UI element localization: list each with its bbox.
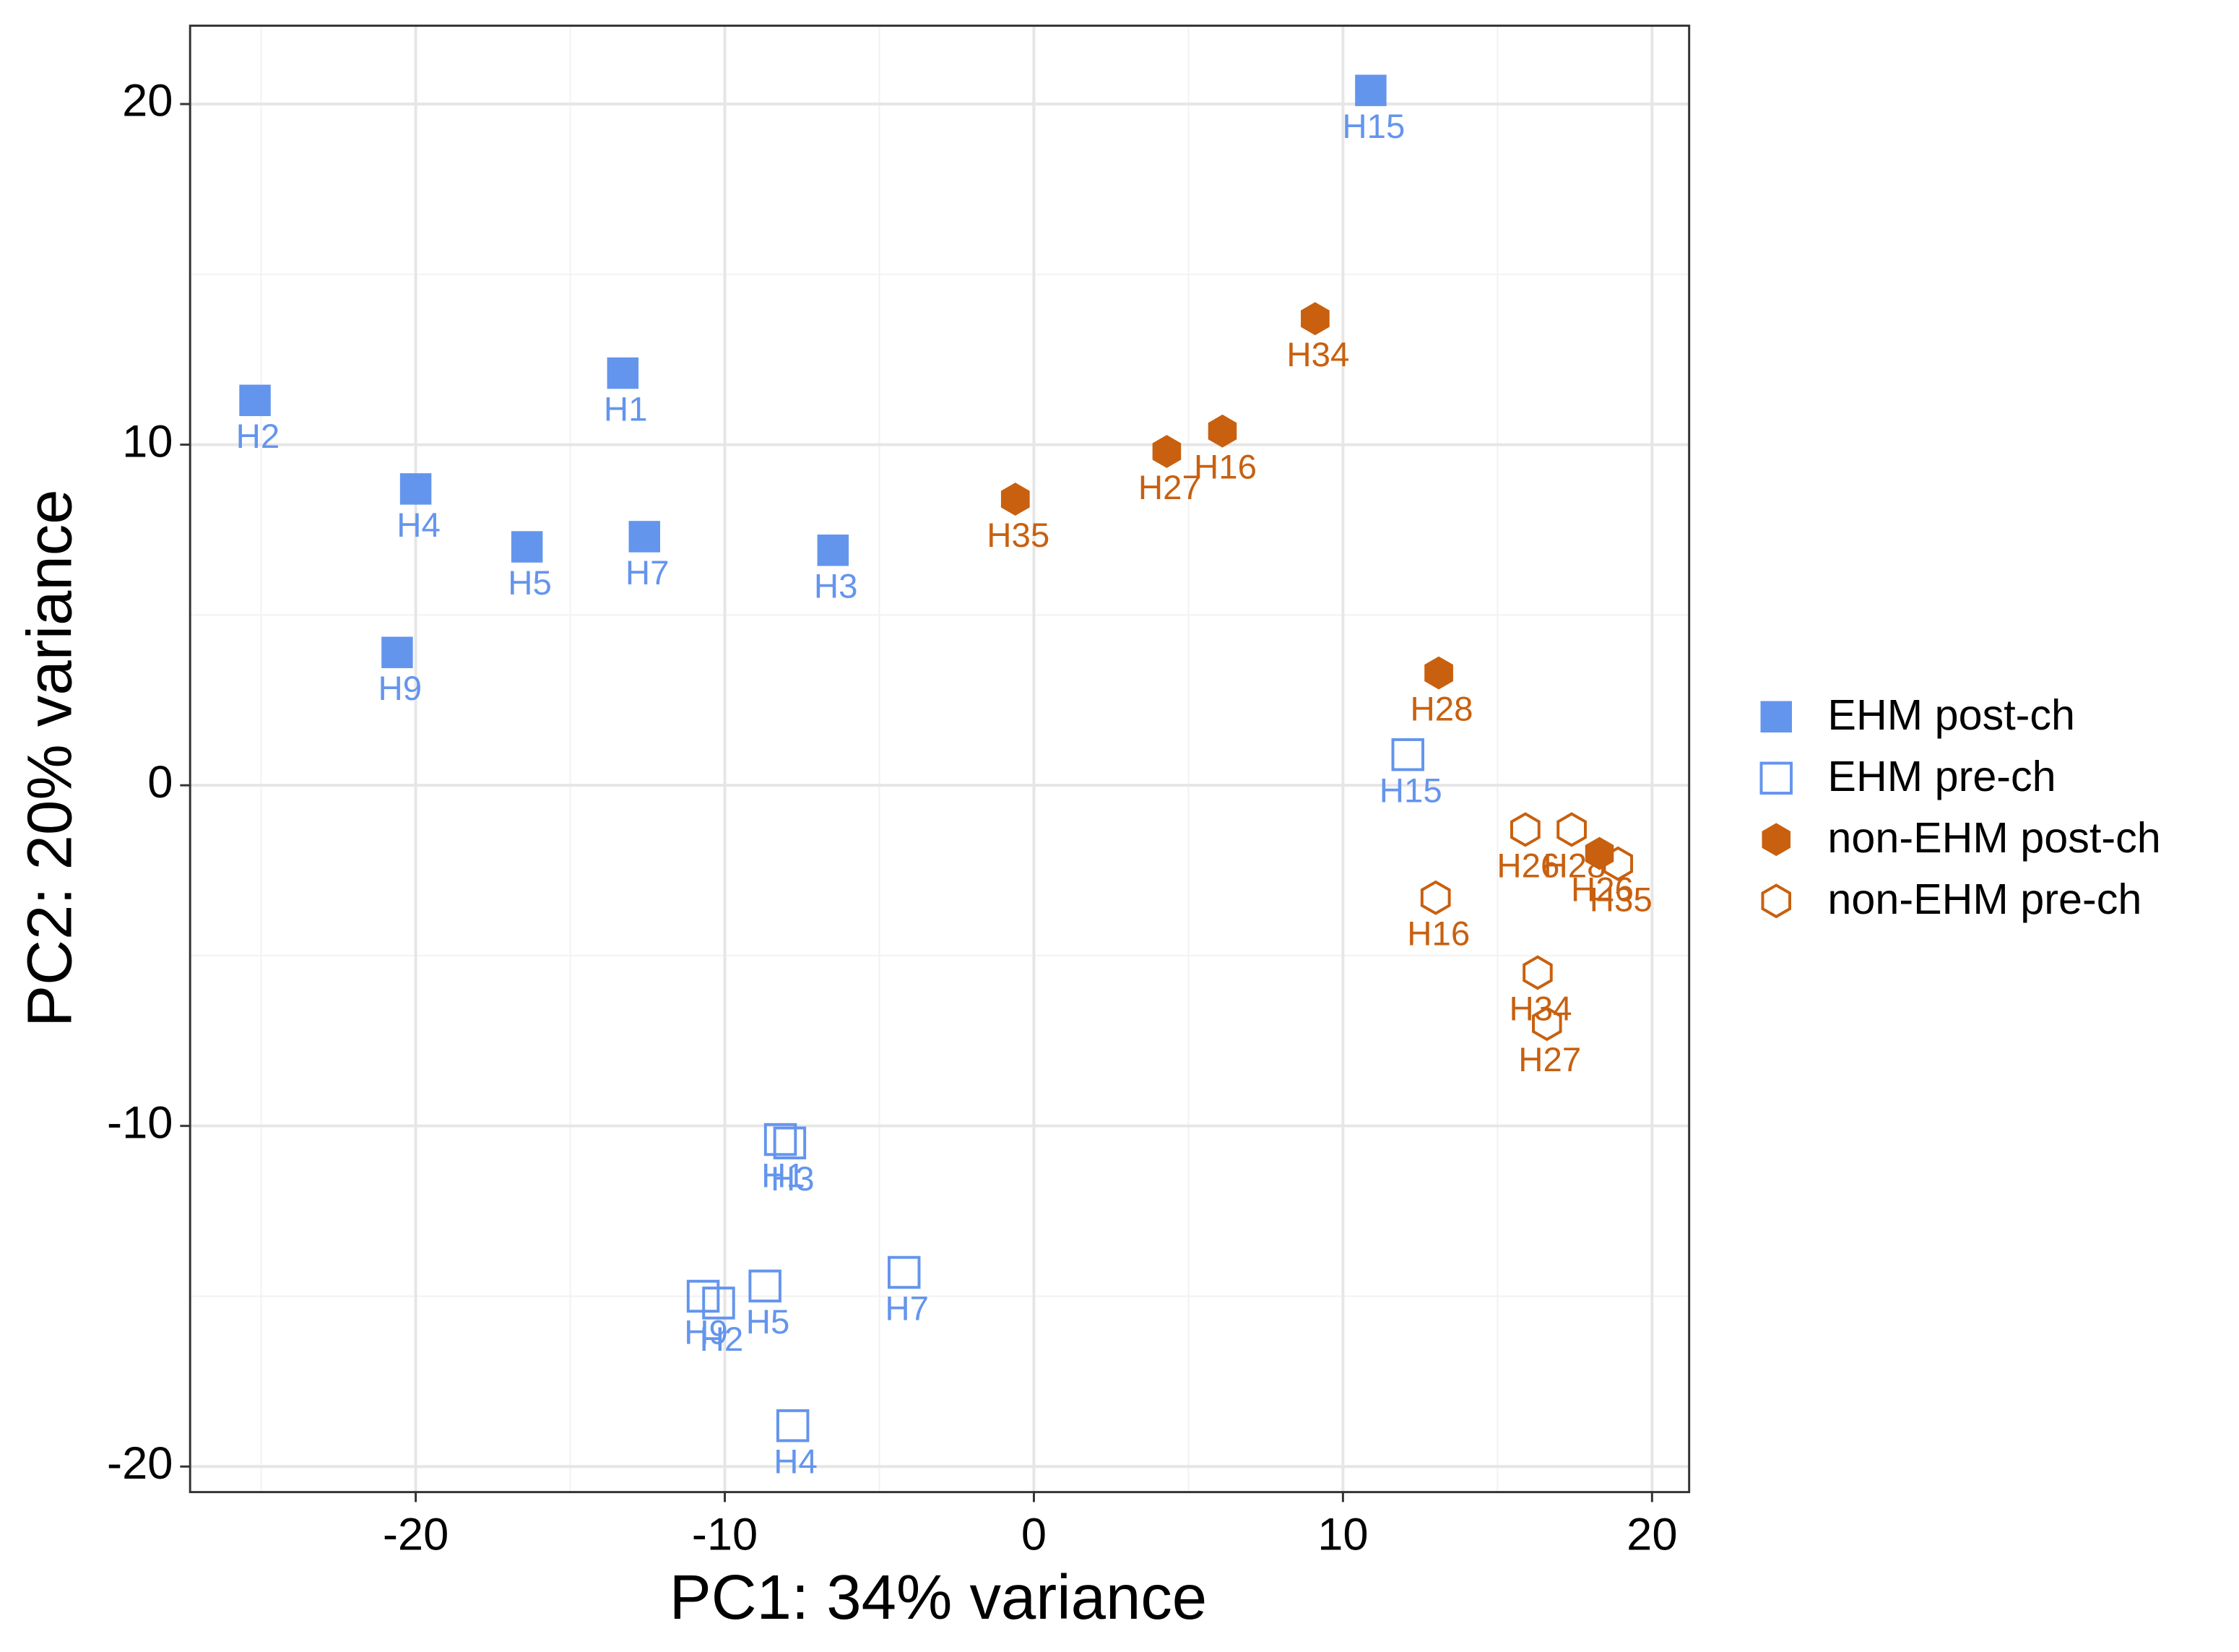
point: [399, 473, 432, 505]
point: [1556, 812, 1587, 847]
legend-marker: [1759, 761, 1793, 795]
legend-label: EHM post-ch: [1827, 691, 2075, 739]
point: [817, 535, 849, 566]
point-label: H34: [1286, 336, 1349, 374]
point: [1510, 812, 1541, 847]
point: [1603, 846, 1634, 881]
plot-background: [190, 25, 1689, 1492]
x-tick-label: -10: [692, 1510, 758, 1560]
point: [1301, 302, 1330, 336]
point-label: H4: [397, 506, 441, 545]
point-label: H1: [761, 1156, 805, 1195]
point: [776, 1409, 810, 1443]
y-tick-label: -10: [107, 1097, 173, 1148]
y-tick-label: 0: [147, 757, 173, 808]
point-label: H28: [1411, 690, 1473, 728]
y-tick-label: 10: [122, 416, 173, 467]
legend-marker: [1760, 701, 1793, 733]
point-label: H27: [1138, 469, 1201, 507]
point: [773, 1126, 807, 1160]
point: [1424, 656, 1453, 690]
point-label: H2: [236, 418, 280, 456]
point-label: H5: [746, 1303, 790, 1341]
grid: [190, 25, 1689, 1492]
point-label: H7: [885, 1289, 929, 1328]
point-label: H3: [771, 1160, 815, 1198]
y-axis-title: PC2: 20% variance: [14, 489, 85, 1026]
point-label: H16: [1194, 449, 1257, 487]
x-tick-label: 0: [1021, 1510, 1047, 1560]
point-label: H9: [378, 670, 423, 708]
point-label: H5: [508, 564, 552, 602]
x-axis-title: PC1: 34% variance: [670, 1562, 1207, 1632]
legend-label: EHM pre-ch: [1827, 752, 2056, 800]
point-label: H27: [1518, 1041, 1581, 1079]
point: [1355, 74, 1387, 106]
legend: EHM post-ch EHM pre-ch non-EHM post-ch non-…: [1759, 691, 2161, 923]
legend-label: non-EHM post-ch: [1827, 813, 2160, 862]
point-label: H35: [987, 516, 1049, 555]
x-tick-label: -20: [383, 1510, 449, 1560]
point-label: H9: [684, 1313, 728, 1352]
plot-border: [189, 25, 1691, 1494]
point-label: H1: [604, 390, 648, 428]
point-label: H4: [774, 1443, 818, 1482]
point: [1532, 1006, 1562, 1042]
point-label: H16: [1407, 915, 1470, 953]
point: [1420, 880, 1451, 915]
point: [511, 531, 543, 563]
point: [763, 1123, 797, 1156]
y-tick-label: 20: [122, 76, 173, 126]
point: [702, 1286, 735, 1320]
point: [239, 384, 271, 417]
point: [1000, 483, 1030, 516]
point: [607, 357, 639, 389]
point: [748, 1269, 781, 1303]
point: [1208, 414, 1237, 448]
point-label: H34: [1509, 990, 1572, 1028]
legend-marker: [1762, 823, 1791, 857]
point-label: H3: [814, 568, 858, 606]
point: [887, 1255, 921, 1289]
point-label: H35: [1590, 881, 1653, 920]
point: [1391, 738, 1424, 771]
point: [1523, 955, 1553, 990]
legend-label: non-EHM pre-ch: [1827, 875, 2141, 923]
point-label: H7: [625, 554, 670, 592]
point-label: H2: [700, 1320, 744, 1359]
point-label: H26: [1497, 847, 1559, 885]
y-tick-label: -20: [107, 1438, 173, 1489]
x-tick-label: 20: [1627, 1510, 1677, 1560]
point-label: H15: [1380, 772, 1442, 810]
legend-marker: [1761, 883, 1792, 919]
point: [1585, 836, 1614, 870]
point: [381, 636, 413, 668]
point: [1152, 435, 1182, 468]
point: [628, 521, 661, 553]
x-tick-label: 10: [1317, 1510, 1368, 1560]
point-label: H28: [1543, 847, 1606, 885]
point-label: H15: [1342, 108, 1405, 146]
